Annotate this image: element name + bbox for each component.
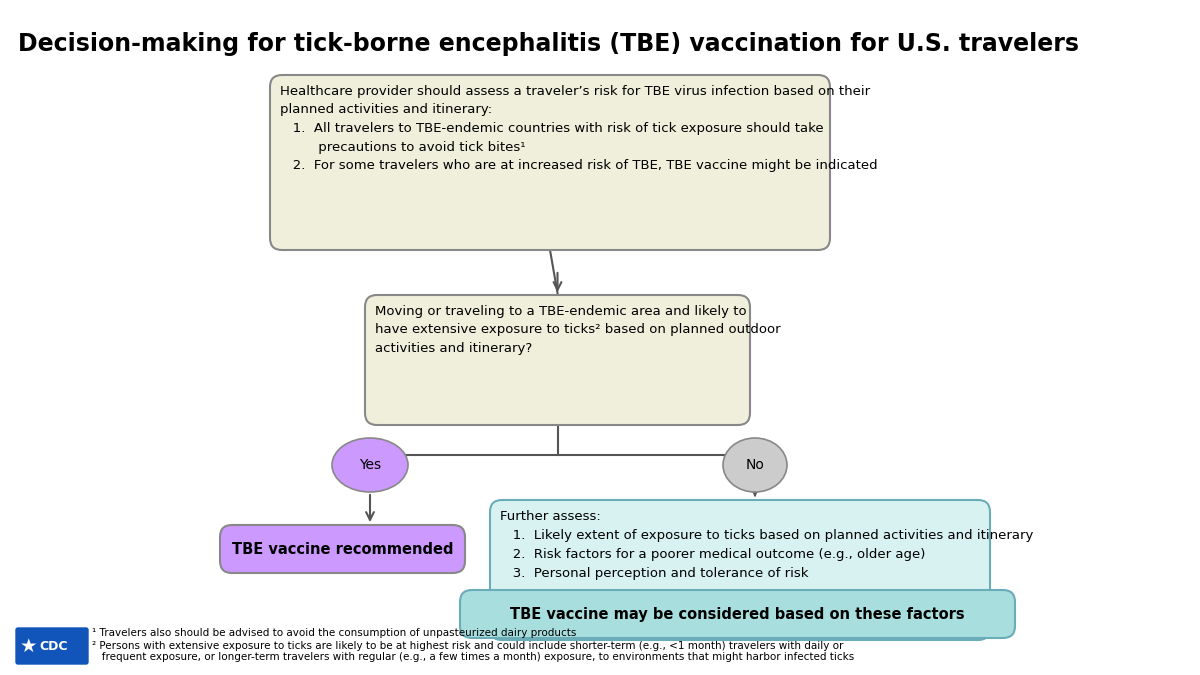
Text: ² Persons with extensive exposure to ticks are likely to be at highest risk and : ² Persons with extensive exposure to tic… (92, 641, 844, 651)
Text: Healthcare provider should assess a traveler’s risk for TBE virus infection base: Healthcare provider should assess a trav… (280, 85, 877, 172)
Text: frequent exposure, or longer-term travelers with regular (e.g., a few times a mo: frequent exposure, or longer-term travel… (92, 652, 854, 662)
FancyBboxPatch shape (16, 628, 88, 664)
Text: Moving or traveling to a TBE-endemic area and likely to
have extensive exposure : Moving or traveling to a TBE-endemic are… (374, 305, 781, 355)
FancyBboxPatch shape (270, 75, 830, 250)
Text: TBE vaccine recommended: TBE vaccine recommended (232, 541, 454, 556)
Text: ¹ Travelers also should be advised to avoid the consumption of unpasteurized dai: ¹ Travelers also should be advised to av… (92, 628, 576, 638)
Text: ★: ★ (19, 637, 37, 655)
Text: No: No (745, 458, 764, 472)
Text: CDC: CDC (40, 639, 68, 653)
Ellipse shape (722, 438, 787, 492)
FancyBboxPatch shape (490, 500, 990, 640)
FancyBboxPatch shape (365, 295, 750, 425)
Text: TBE vaccine may be considered based on these factors: TBE vaccine may be considered based on t… (510, 607, 965, 622)
FancyBboxPatch shape (460, 590, 1015, 638)
Text: Decision-making for tick-borne encephalitis (TBE) vaccination for U.S. travelers: Decision-making for tick-borne encephali… (18, 32, 1079, 56)
Text: Yes: Yes (359, 458, 382, 472)
Ellipse shape (332, 438, 408, 492)
FancyBboxPatch shape (220, 525, 466, 573)
Text: Further assess:
   1.  Likely extent of exposure to ticks based on planned activ: Further assess: 1. Likely extent of expo… (500, 510, 1033, 580)
